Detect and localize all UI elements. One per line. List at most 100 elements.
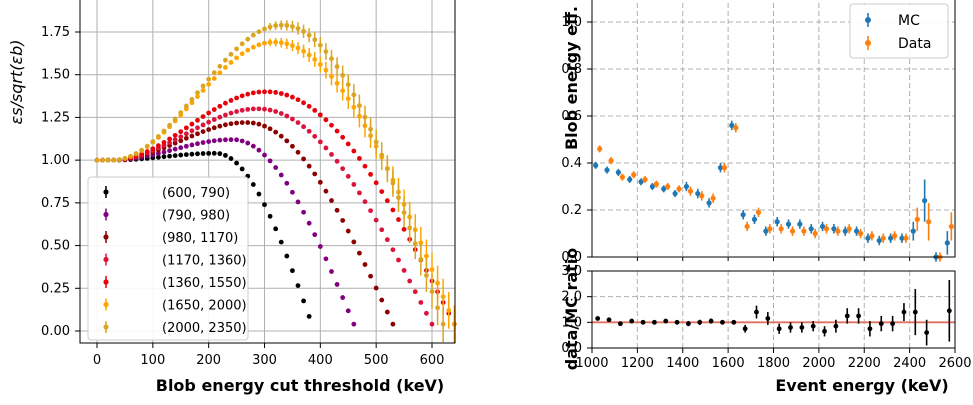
left-data-point bbox=[123, 156, 128, 161]
efficiency-data-point bbox=[593, 163, 598, 168]
efficiency-y-tick-label: 0.2 bbox=[561, 203, 582, 218]
left-data-point bbox=[178, 153, 183, 158]
left-data-point bbox=[307, 53, 312, 58]
left-data-point bbox=[351, 92, 356, 97]
efficiency-legend-marker bbox=[865, 40, 871, 46]
left-data-point bbox=[206, 77, 211, 82]
left-data-point bbox=[217, 104, 222, 109]
left-data-point bbox=[346, 174, 351, 179]
left-data-point bbox=[318, 140, 323, 145]
left-data-point bbox=[178, 110, 183, 115]
left-data-point bbox=[240, 167, 245, 172]
left-data-point bbox=[441, 322, 446, 327]
efficiency-data-point bbox=[926, 219, 931, 224]
efficiency-data-point bbox=[813, 231, 818, 236]
ratio-x-tick-label: 1400 bbox=[666, 356, 699, 371]
left-data-point bbox=[212, 70, 217, 75]
left-data-point bbox=[435, 305, 440, 310]
left-data-point bbox=[150, 146, 155, 151]
ratio-data-point bbox=[879, 321, 884, 326]
left-data-point bbox=[346, 229, 351, 234]
left-data-point bbox=[363, 199, 368, 204]
left-legend-marker bbox=[103, 257, 108, 262]
ratio-x-ticks: 1000 1200 1400 1600 1800 2000 2200 2400 2600 bbox=[575, 348, 971, 371]
left-data-point bbox=[430, 289, 435, 294]
left-data-point bbox=[229, 156, 234, 161]
left-data-point bbox=[262, 41, 267, 46]
left-data-point bbox=[312, 57, 317, 62]
efficiency-data-point bbox=[684, 184, 689, 189]
left-data-point bbox=[296, 283, 301, 288]
efficiency-data-point bbox=[631, 172, 636, 177]
left-data-point bbox=[273, 90, 278, 95]
left-data-point bbox=[368, 274, 373, 279]
left-data-point bbox=[201, 123, 206, 128]
left-data-point bbox=[212, 76, 217, 81]
left-data-point bbox=[234, 55, 239, 60]
ratio-data-point bbox=[607, 317, 612, 322]
ratio-x-axis-label: Event energy (keV) bbox=[775, 376, 948, 395]
left-data-point bbox=[379, 298, 384, 303]
left-data-point bbox=[402, 210, 407, 215]
ratio-data-point bbox=[731, 320, 736, 325]
left-data-point bbox=[368, 208, 373, 213]
left-data-point bbox=[284, 114, 289, 119]
ratio-data-point bbox=[720, 320, 725, 325]
efficiency-data-point bbox=[775, 219, 780, 224]
efficiency-legend-label: Data bbox=[898, 36, 931, 52]
left-data-point bbox=[340, 295, 345, 300]
ratio-chart: 1000 1200 1400 1600 1800 2000 2200 2400 2600 0.0… bbox=[561, 248, 971, 395]
left-data-point bbox=[100, 158, 105, 163]
left-data-point bbox=[301, 157, 306, 162]
left-data-point bbox=[340, 166, 345, 171]
left-data-point bbox=[424, 254, 429, 259]
left-data-point bbox=[430, 322, 435, 327]
left-data-point bbox=[223, 113, 228, 118]
left-data-point bbox=[139, 148, 144, 153]
left-legend-label: (1650, 2000) bbox=[162, 299, 247, 314]
efficiency-y-tick-label: 0.4 bbox=[561, 156, 582, 171]
left-data-point bbox=[257, 192, 262, 197]
ratio-data-point bbox=[890, 321, 895, 326]
left-data-point bbox=[413, 289, 418, 294]
left-legend-marker bbox=[103, 279, 108, 284]
left-data-point bbox=[268, 24, 273, 29]
left-data-point bbox=[284, 41, 289, 46]
left-data-point bbox=[201, 129, 206, 134]
left-data-point bbox=[128, 154, 133, 159]
left-data-point bbox=[206, 127, 211, 132]
left-data-point bbox=[201, 114, 206, 119]
left-data-point bbox=[206, 111, 211, 116]
left-data-point bbox=[351, 149, 356, 154]
ratio-x-tick-label: 2000 bbox=[802, 356, 835, 371]
left-y-tick-label: 1.75 bbox=[41, 25, 70, 40]
left-x-tick-label: 600 bbox=[420, 353, 445, 368]
left-data-point bbox=[301, 29, 306, 34]
left-data-point bbox=[402, 227, 407, 232]
left-data-point bbox=[217, 124, 222, 129]
efficiency-data-point bbox=[722, 165, 727, 170]
left-data-point bbox=[340, 73, 345, 78]
left-data-point bbox=[368, 127, 373, 132]
left-data-point bbox=[351, 240, 356, 245]
left-data-point bbox=[396, 195, 401, 200]
left-data-point bbox=[340, 218, 345, 223]
left-data-point bbox=[312, 108, 317, 113]
left-data-point bbox=[301, 124, 306, 129]
efficiency-data-point bbox=[752, 217, 757, 222]
left-data-point bbox=[351, 182, 356, 187]
left-data-point bbox=[201, 84, 206, 89]
left-data-point bbox=[223, 153, 228, 158]
left-data-point bbox=[106, 158, 111, 163]
left-data-point bbox=[223, 122, 228, 127]
left-data-point bbox=[335, 64, 340, 69]
left-data-point bbox=[379, 153, 384, 158]
left-y-tick-label: 0.75 bbox=[41, 196, 70, 211]
left-data-point bbox=[391, 322, 396, 327]
efficiency-data-point bbox=[711, 196, 716, 201]
left-data-point bbox=[245, 92, 250, 97]
left-data-point bbox=[318, 43, 323, 48]
efficiency-data-point bbox=[911, 229, 916, 234]
left-data-point bbox=[407, 226, 412, 231]
left-y-tick-label: 1.25 bbox=[41, 110, 70, 125]
